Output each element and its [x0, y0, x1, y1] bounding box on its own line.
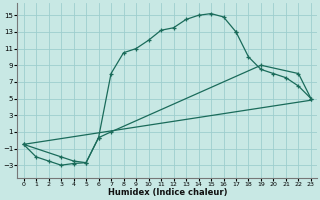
- X-axis label: Humidex (Indice chaleur): Humidex (Indice chaleur): [108, 188, 227, 197]
